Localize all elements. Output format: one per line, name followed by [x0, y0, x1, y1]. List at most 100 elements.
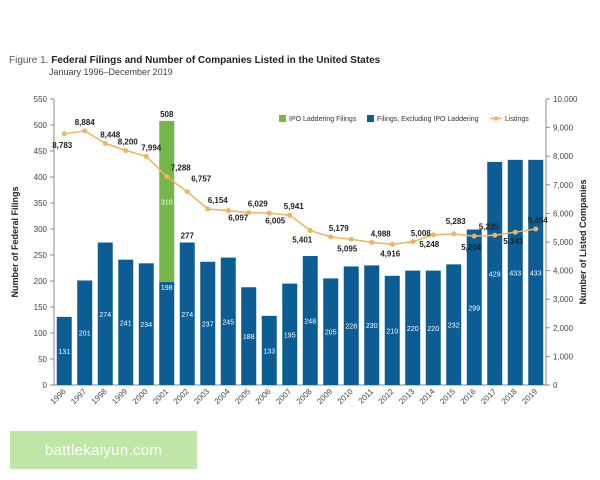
bar-value-label: 195 [284, 332, 296, 339]
bar [282, 283, 298, 385]
bar-value-label: 237 [202, 321, 214, 328]
listings-marker [512, 229, 518, 235]
bar-value-label: 188 [243, 334, 255, 341]
bar [179, 242, 195, 385]
listings-marker [287, 212, 293, 218]
listings-value-label: 5,235 [479, 222, 500, 231]
x-tick-label: 1999 [110, 387, 129, 406]
listings-value-label: 8,448 [100, 130, 121, 139]
bar-value-label: 133 [263, 348, 275, 355]
x-tick-label: 1998 [90, 387, 109, 406]
listings-value-label: 5,008 [411, 229, 432, 238]
bar [384, 275, 400, 385]
listings-value-label: 5,941 [284, 202, 305, 211]
bar-value-label: 433 [509, 270, 521, 277]
listings-line [64, 130, 536, 246]
bar-value-label: 245 [222, 319, 234, 326]
listings-value-label: 4,988 [371, 229, 392, 238]
y-tick-label: 0 [43, 381, 48, 390]
listings-marker [164, 174, 170, 180]
y2-tick-label: 6,000 [553, 209, 574, 218]
bar [528, 159, 544, 385]
x-tick-label: 2005 [233, 387, 252, 406]
legend-label-filings: Filings, Excluding IPO Laddering [377, 116, 479, 123]
y-tick-label: 550 [34, 95, 48, 104]
x-tick-label: 2002 [172, 387, 191, 406]
listings-marker [410, 239, 416, 245]
listings-value-label: 5,283 [446, 217, 467, 226]
listings-marker [451, 231, 457, 237]
bar-value-label: 274 [99, 312, 111, 319]
listings-value-label: 6,757 [191, 175, 212, 184]
watermark-banner: battlekaiyun.com [10, 431, 197, 469]
x-tick-label: 2009 [315, 387, 334, 406]
listings-value-label: 8,783 [52, 141, 73, 150]
listings-marker [328, 234, 334, 240]
y-tick-label: 450 [34, 147, 48, 156]
y2-tick-label: 4,000 [553, 267, 574, 276]
x-tick-label: 2013 [397, 387, 416, 406]
listings-value-label: 6,154 [208, 196, 229, 205]
bar [159, 282, 175, 385]
x-tick-label: 2001 [151, 387, 170, 406]
bar-value-label: 230 [366, 323, 378, 330]
bar [446, 264, 462, 385]
x-tick-label: 2017 [479, 387, 498, 406]
figure-title: Figure 1. Federal Filings and Number of … [9, 55, 380, 66]
x-tick-label: 2010 [336, 387, 355, 406]
bar-total-label: 508 [160, 110, 174, 119]
bar [405, 270, 421, 385]
bar [261, 315, 277, 385]
x-tick-label: 2016 [459, 387, 478, 406]
listings-marker [492, 232, 498, 238]
listings-marker [246, 210, 252, 216]
listings-value-label: 4,916 [380, 249, 401, 258]
listings-marker [430, 232, 436, 238]
y2-tick-label: 9,000 [553, 124, 574, 133]
y2-tick-label: 2,000 [553, 324, 574, 333]
chart-subtitle: January 1996–December 2019 [49, 67, 173, 77]
listings-marker [61, 131, 67, 137]
y2-tick-label: 8,000 [553, 152, 574, 161]
listings-value-label: 5,401 [292, 236, 313, 245]
listings-marker [266, 210, 272, 216]
listings-value-label: 7,288 [171, 164, 192, 173]
chart-title: Federal Filings and Number of Companies … [51, 55, 381, 66]
bar-value-label: 234 [140, 322, 152, 329]
y-axis-title: Number of Federal Filings [10, 186, 20, 297]
bar [241, 287, 257, 385]
listings-marker [123, 147, 129, 153]
listings-marker [533, 226, 539, 232]
y-tick-label: 300 [34, 225, 48, 234]
legend-swatch-ipo [279, 115, 286, 122]
bar [97, 242, 113, 385]
y2-tick-label: 3,000 [553, 295, 574, 304]
bar [487, 161, 503, 385]
x-tick-label: 2018 [500, 387, 519, 406]
legend-label-listings: Listings [505, 116, 529, 123]
bar-value-label: 241 [120, 320, 132, 327]
bar [364, 265, 380, 385]
figure-label: Figure 1. [9, 55, 49, 66]
bar-value-label: 205 [325, 330, 337, 337]
y-tick-label: 350 [34, 199, 48, 208]
listings-value-label: 6,097 [228, 214, 249, 223]
bar-value-label: 433 [530, 270, 542, 277]
y-tick-label: 250 [34, 251, 48, 260]
listings-value-label: 5,095 [337, 244, 358, 253]
y2-axis-title: Number of Listed Companies [578, 179, 588, 304]
y2-tick-label: 7,000 [553, 181, 574, 190]
x-tick-label: 2014 [418, 387, 437, 406]
legend-label-ipo: IPO Laddering Filings [289, 116, 357, 123]
bar [302, 256, 318, 385]
bar [138, 263, 154, 385]
bar-value-label: 299 [468, 305, 480, 312]
listings-marker [307, 228, 313, 234]
y-tick-label: 400 [34, 173, 48, 182]
listings-value-label: 5,454 [528, 216, 549, 225]
x-tick-label: 1997 [69, 387, 88, 406]
listings-value-label: 6,029 [248, 200, 269, 209]
listings-marker [143, 153, 149, 159]
watermark-text: battlekaiyun.com [44, 441, 163, 459]
